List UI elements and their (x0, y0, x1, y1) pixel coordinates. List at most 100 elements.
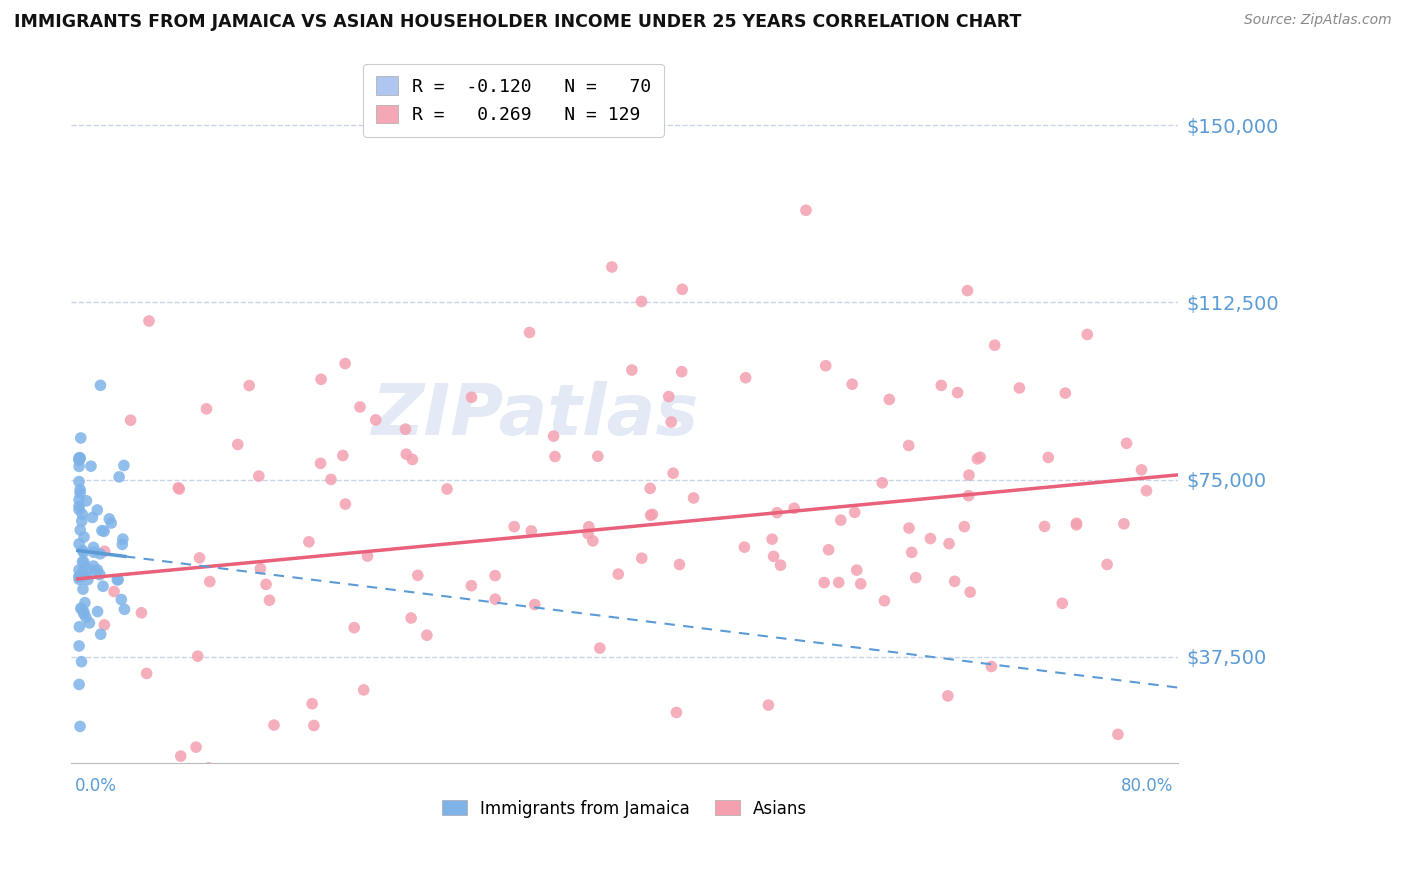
Point (668, 558, 690, 572)
Legend: Immigrants from Jamaica, Asians: Immigrants from Jamaica, Asians (434, 793, 814, 824)
Point (70, 514, 93, 528)
Point (84, 565, 107, 579)
Point (120, 413, 142, 427)
Point (900, 545, 922, 559)
Point (72, 555, 94, 569)
Point (794, 203, 817, 218)
Point (980, 659, 1002, 673)
Point (828, 575, 851, 590)
Point (659, 415, 682, 429)
Point (817, 542, 839, 557)
Point (67, 499, 90, 513)
Point (105, 573, 128, 587)
Point (93, 618, 115, 632)
Point (93, 524, 115, 539)
Point (607, 567, 630, 582)
Point (416, 628, 439, 642)
Point (682, 491, 704, 505)
Point (1066, 517, 1088, 532)
Point (333, 357, 356, 371)
Point (873, 594, 896, 608)
Point (198, 574, 221, 589)
Point (349, 400, 371, 414)
Point (460, 390, 482, 404)
Point (841, 377, 863, 392)
Point (75, 610, 97, 624)
Point (1115, 436, 1137, 450)
Point (73, 555, 96, 569)
Point (733, 540, 755, 554)
Point (576, 526, 599, 541)
Point (1054, 386, 1077, 401)
Point (247, 469, 270, 483)
Point (73, 545, 96, 559)
Text: IMMIGRANTS FROM JAMAICA VS ASIAN HOUSEHOLDER INCOME UNDER 25 YEARS CORRELATION C: IMMIGRANTS FROM JAMAICA VS ASIAN HOUSEHO… (14, 13, 1021, 31)
Point (356, 549, 378, 563)
Point (89, 547, 111, 561)
Point (1076, 327, 1098, 342)
Point (138, 314, 160, 328)
Point (249, 561, 271, 575)
Point (309, 372, 332, 386)
Point (67, 450, 90, 465)
Point (544, 450, 567, 464)
Point (93, 544, 115, 558)
Point (254, 577, 277, 591)
Point (91, 579, 114, 593)
Point (399, 611, 422, 625)
Point (111, 532, 134, 546)
Point (309, 456, 332, 470)
Point (69, 483, 91, 497)
Point (1066, 516, 1088, 531)
Point (959, 585, 981, 599)
Point (658, 390, 681, 404)
Point (969, 450, 991, 465)
Point (77, 562, 100, 576)
Point (197, 761, 219, 775)
Text: ZIPatlas: ZIPatlas (373, 381, 700, 450)
Point (75, 568, 97, 582)
Point (69, 523, 91, 537)
Point (70, 602, 93, 616)
Point (184, 740, 207, 755)
Point (844, 505, 866, 519)
Point (170, 749, 193, 764)
Point (983, 338, 1005, 352)
Point (1135, 483, 1157, 498)
Point (1038, 450, 1060, 465)
Point (870, 475, 893, 490)
Point (401, 452, 423, 467)
Point (298, 534, 321, 549)
Point (484, 568, 506, 582)
Point (263, 718, 285, 732)
Text: 0.0%: 0.0% (75, 777, 117, 796)
Point (82, 559, 104, 574)
Point (98, 512, 121, 526)
Point (114, 602, 136, 616)
Point (849, 577, 872, 591)
Point (79, 615, 101, 630)
Point (69, 450, 91, 465)
Point (769, 558, 792, 573)
Text: 80.0%: 80.0% (1121, 777, 1174, 796)
Point (76, 573, 98, 587)
Point (83, 545, 105, 559)
Point (394, 422, 416, 436)
Point (953, 519, 976, 533)
Point (73, 596, 96, 610)
Point (67, 453, 90, 467)
Point (72, 582, 94, 596)
Point (957, 489, 980, 503)
Point (758, 698, 780, 712)
Point (938, 536, 960, 550)
Point (640, 508, 662, 523)
Point (503, 519, 526, 533)
Point (69, 452, 91, 467)
Point (353, 682, 375, 697)
Point (67, 502, 90, 516)
Point (167, 482, 190, 496)
Point (73, 530, 96, 544)
Point (67, 451, 90, 466)
Point (582, 533, 605, 548)
Point (73, 605, 96, 619)
